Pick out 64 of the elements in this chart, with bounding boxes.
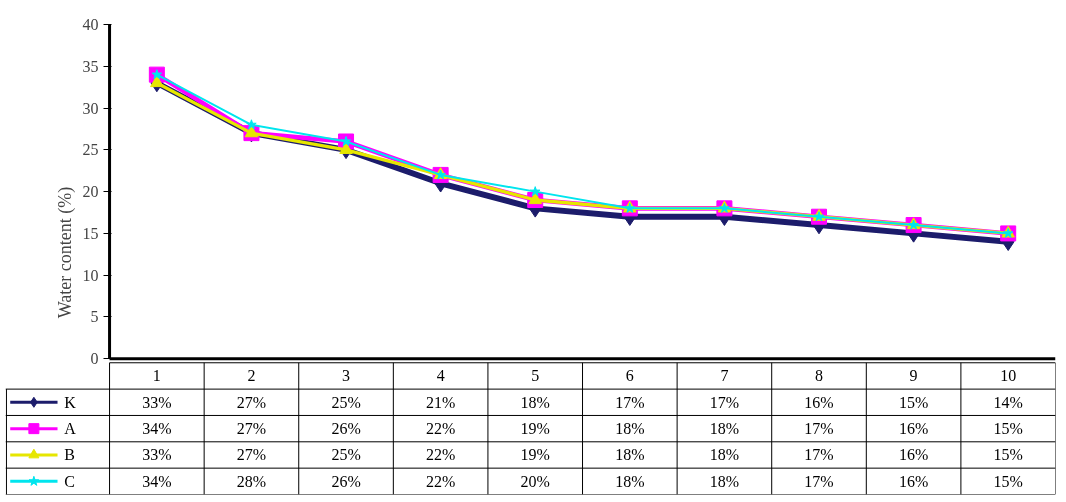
y-tick-label: 5	[90, 308, 99, 326]
data-label: 18%	[615, 472, 645, 490]
x-tick-label: 7	[720, 367, 729, 385]
data-label: 16%	[804, 393, 834, 411]
data-label: 25%	[331, 393, 361, 411]
data-label: 28%	[236, 472, 267, 490]
data-label: 15%	[993, 420, 1023, 438]
data-label: 26%	[331, 472, 361, 490]
y-tick-label: 30	[82, 99, 99, 117]
data-label: 16%	[898, 420, 929, 438]
data-label: 27%	[236, 446, 267, 464]
data-label: 21%	[425, 393, 456, 411]
data-label: 15%	[993, 446, 1023, 464]
data-label: 22%	[425, 446, 456, 464]
data-label: 15%	[898, 393, 929, 411]
data-label: 14%	[993, 393, 1023, 411]
x-tick-label: 10	[1000, 367, 1017, 385]
data-label: 27%	[236, 393, 267, 411]
data-label: 18%	[520, 393, 550, 411]
x-tick-label: 9	[909, 367, 918, 385]
data-label: 18%	[709, 446, 740, 464]
legend-label: A	[64, 420, 77, 438]
data-label: 17%	[615, 393, 645, 411]
data-label: 22%	[425, 472, 456, 490]
y-axis-title: Water content (%)	[54, 186, 76, 319]
legend-label: B	[64, 446, 75, 464]
y-tick-label: 15	[82, 224, 99, 242]
data-label: 34%	[142, 420, 172, 438]
y-tick-label: 20	[82, 183, 99, 201]
data-label: 17%	[804, 446, 834, 464]
x-tick-label: 6	[625, 367, 634, 385]
data-label: 26%	[331, 420, 361, 438]
y-tick-label: 0	[90, 350, 99, 368]
data-label: 33%	[142, 393, 172, 411]
data-label: 18%	[709, 420, 740, 438]
x-tick-label: 8	[815, 367, 824, 385]
y-tick-label: 10	[82, 266, 99, 284]
x-tick-label: 5	[531, 367, 540, 385]
data-label: 27%	[236, 420, 267, 438]
x-tick-label: 4	[436, 367, 445, 385]
data-label: 20%	[520, 472, 550, 490]
data-label: 25%	[331, 446, 361, 464]
data-label: 17%	[804, 472, 834, 490]
y-tick-label: 40	[82, 16, 99, 33]
data-label: 17%	[804, 420, 834, 438]
data-label: 18%	[709, 472, 740, 490]
data-label: 18%	[615, 420, 645, 438]
y-tick-label: 35	[82, 57, 99, 75]
data-label: 16%	[898, 472, 929, 490]
legend-label: K	[64, 393, 77, 411]
data-label: 18%	[615, 446, 645, 464]
data-label: 33%	[142, 446, 172, 464]
x-tick-label: 3	[342, 367, 351, 385]
data-label: 15%	[993, 472, 1023, 490]
x-tick-label: 1	[152, 367, 161, 385]
data-label: 17%	[709, 393, 740, 411]
data-label: 22%	[425, 420, 456, 438]
legend-label: C	[64, 472, 75, 490]
data-label: 34%	[142, 472, 172, 490]
x-tick-label: 2	[247, 367, 256, 385]
y-tick-label: 25	[82, 141, 99, 159]
data-label: 16%	[898, 446, 929, 464]
data-label: 19%	[520, 446, 550, 464]
data-label: 19%	[520, 420, 550, 438]
